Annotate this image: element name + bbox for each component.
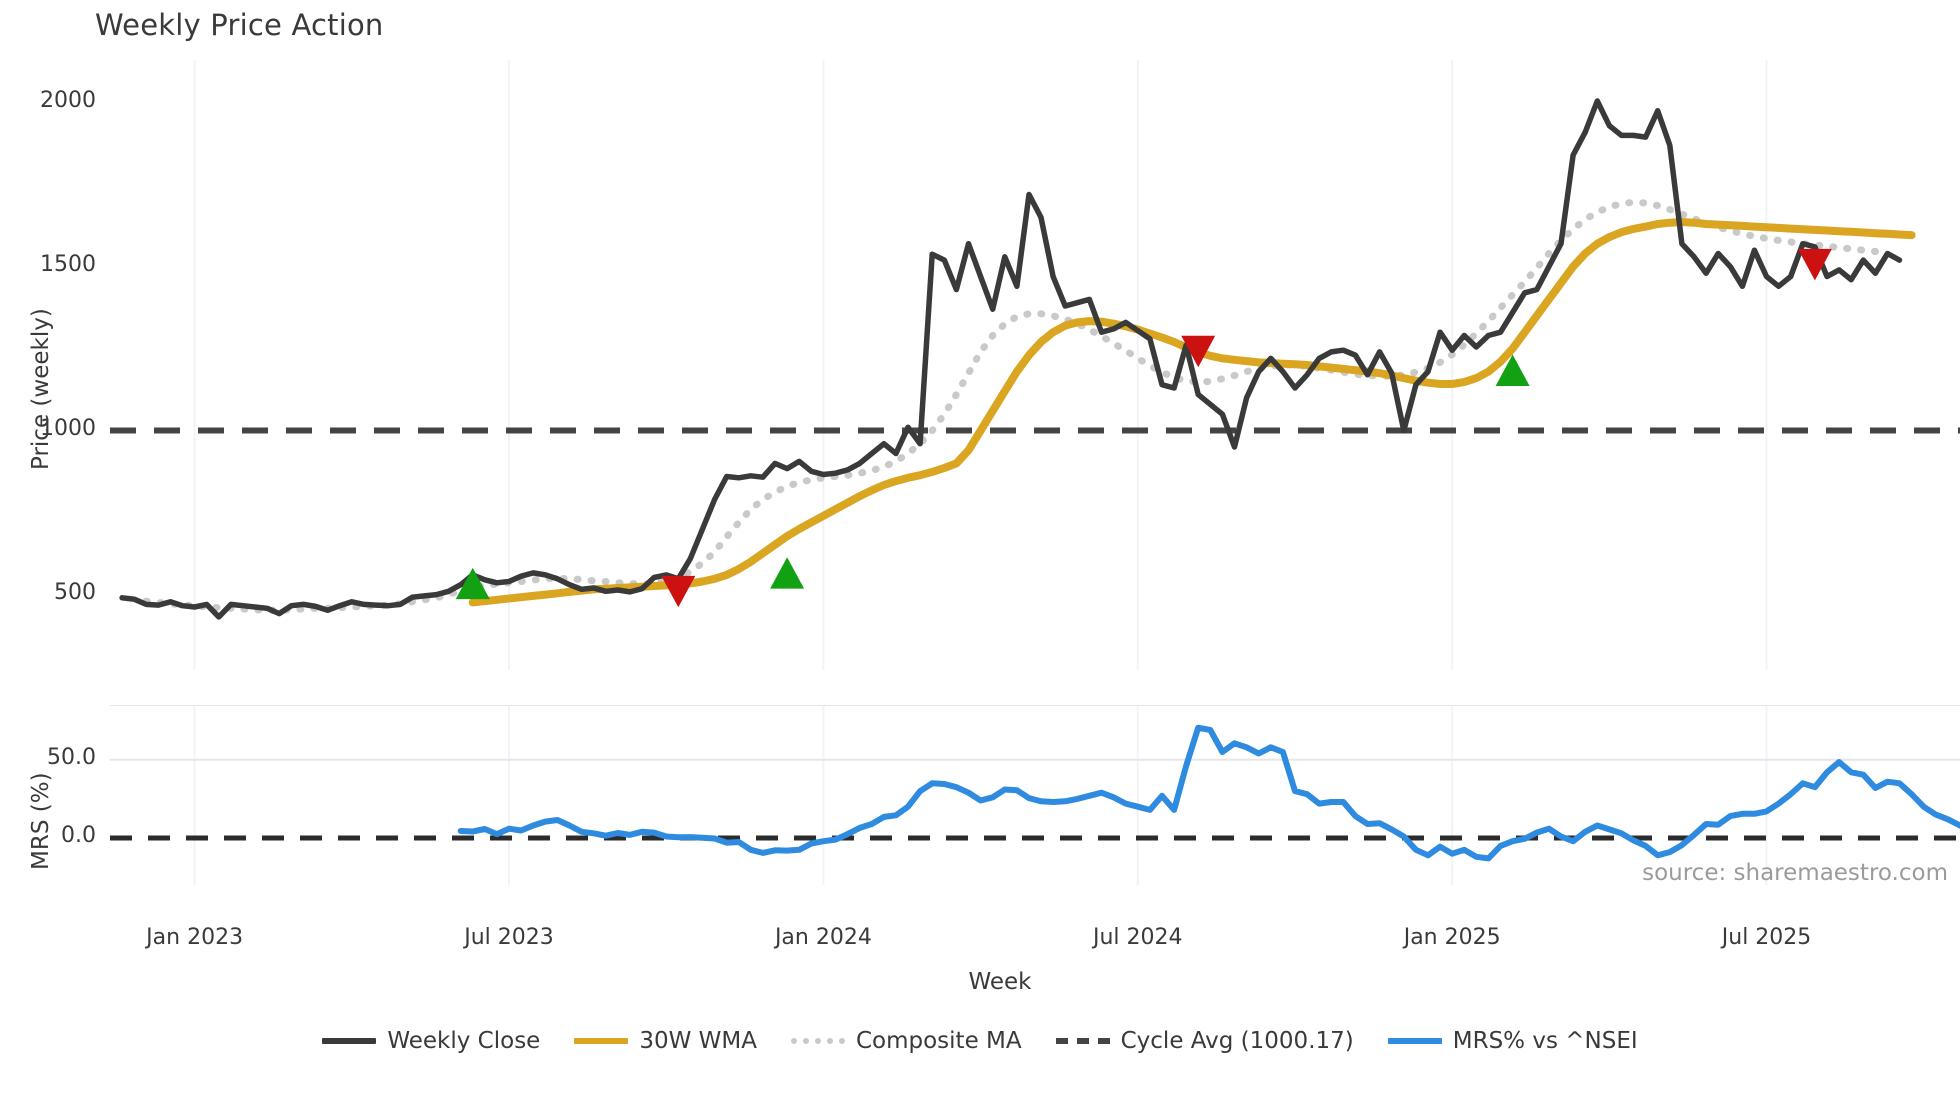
legend-label-1: 30W WMA xyxy=(639,1028,757,1054)
source-watermark: source: sharemaestro.com xyxy=(1642,860,1948,886)
series-30w-wma xyxy=(468,218,1916,607)
xtick-1: Jul 2023 xyxy=(464,925,554,950)
buy-marker-2 xyxy=(770,557,805,589)
legend-swatch-solid-icon xyxy=(322,1038,377,1044)
mrs-axis-title: MRS (%) xyxy=(28,772,54,870)
price-ytick-0: 500 xyxy=(54,579,96,605)
legend-label-2: Composite MA xyxy=(855,1028,1022,1054)
legend-swatch-dotted-icon xyxy=(790,1038,845,1044)
legend-swatch-solid-icon xyxy=(574,1038,629,1044)
xtick-0: Jan 2023 xyxy=(146,925,244,950)
xtick-4: Jan 2025 xyxy=(1403,925,1501,950)
price-panel xyxy=(110,60,1960,670)
price-ytick-3: 2000 xyxy=(40,87,96,113)
legend-item-0[interactable]: Weekly Close xyxy=(322,1028,540,1054)
sell-marker-5 xyxy=(1797,248,1832,281)
mrs-panel xyxy=(110,705,1960,885)
xtick-3: Jul 2024 xyxy=(1093,925,1183,950)
xtick-5: Jul 2025 xyxy=(1721,925,1812,950)
series-weekly-close xyxy=(119,98,1903,620)
legend-item-2[interactable]: Composite MA xyxy=(790,1028,1022,1054)
legend-swatch-solid-icon xyxy=(1387,1038,1442,1044)
legend-swatch-dashed-icon xyxy=(1055,1038,1110,1044)
price-ytick-2: 1500 xyxy=(40,251,96,277)
price-ytick-1: 1000 xyxy=(40,415,96,441)
chart-legend: Weekly Close 30W WMA Composite MA Cycle Avg… xyxy=(0,1028,1960,1054)
sell-marker-1 xyxy=(661,575,696,608)
legend-item-3[interactable]: Cycle Avg (1000.17) xyxy=(1055,1028,1354,1054)
chart-title: Weekly Price Action xyxy=(95,8,384,42)
x-axis-title: Week xyxy=(968,969,1032,995)
sell-marker-3 xyxy=(1181,335,1216,368)
xtick-2: Jan 2024 xyxy=(774,925,872,950)
legend-item-1[interactable]: 30W WMA xyxy=(574,1028,757,1054)
buy-marker-4 xyxy=(1495,354,1530,387)
price-axis-title: Price (weekly) xyxy=(28,308,54,470)
series-composite-ma xyxy=(142,198,1891,614)
buy-marker-0 xyxy=(455,567,490,600)
legend-label-3: Cycle Avg (1000.17) xyxy=(1120,1028,1354,1054)
mrs-ytick-0: 0.0 xyxy=(61,823,96,849)
legend-label-0: Weekly Close xyxy=(387,1028,541,1054)
series-mrs-percent xyxy=(457,724,1960,862)
legend-label-4: MRS% vs ^NSEI xyxy=(1452,1028,1638,1054)
legend-item-4[interactable]: MRS% vs ^NSEI xyxy=(1387,1028,1638,1054)
mrs-ytick-1: 50.0 xyxy=(47,744,96,770)
